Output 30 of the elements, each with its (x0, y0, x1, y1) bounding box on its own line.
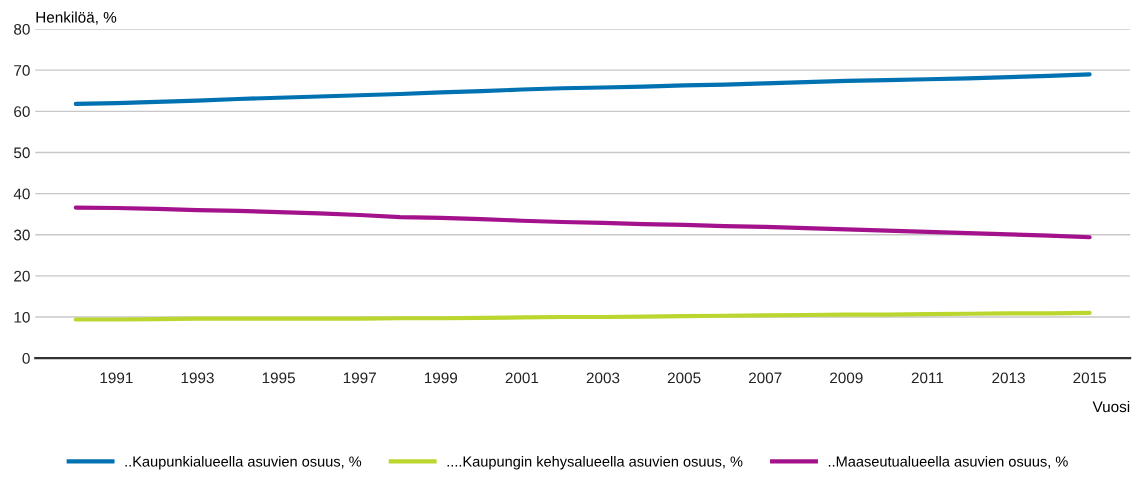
x-tick-label: 2015 (1073, 372, 1106, 384)
legend-label: ..Kaupunkialueella asuvien osuus, % (125, 455, 362, 470)
x-axis-title: Vuosi (1092, 400, 1130, 413)
x-tick-label: 1993 (181, 372, 214, 384)
x-tick-label: 2001 (505, 372, 539, 384)
y-tick-label: 50 (14, 147, 30, 159)
x-tick-label: 2009 (830, 372, 863, 384)
y-axis-title: Henkilöä, % (36, 11, 117, 25)
y-tick-label: 80 (14, 23, 30, 35)
y-tick-label: 60 (14, 106, 30, 118)
x-tick-label: 2011 (911, 372, 944, 384)
x-tick-label: 1999 (424, 372, 458, 384)
line-series (73, 205, 1092, 240)
y-tick-label: 40 (13, 188, 30, 200)
y-tick-label: 10 (14, 311, 30, 323)
x-tick-label: 1997 (343, 372, 376, 384)
y-tick-label: 70 (14, 65, 30, 76)
x-tick-label: 1995 (262, 372, 295, 384)
y-tick-label: 0 (22, 353, 30, 364)
x-tick-label: 2007 (748, 372, 782, 384)
x-tick-label: 2013 (992, 372, 1025, 384)
x-tick-label: 2003 (586, 372, 620, 384)
y-tick-label: 20 (14, 270, 30, 282)
legend-label: ..Maaseutualueella asuvien osuus, % (828, 455, 1068, 469)
legend-label: ....Kaupungin kehysalueella asuvien osuus, % (447, 455, 743, 470)
line-series (73, 72, 1092, 106)
y-tick-label: 30 (13, 229, 30, 241)
x-tick-label: 1991 (100, 372, 133, 384)
x-tick-label: 2005 (667, 372, 701, 384)
line-series (73, 310, 1092, 322)
